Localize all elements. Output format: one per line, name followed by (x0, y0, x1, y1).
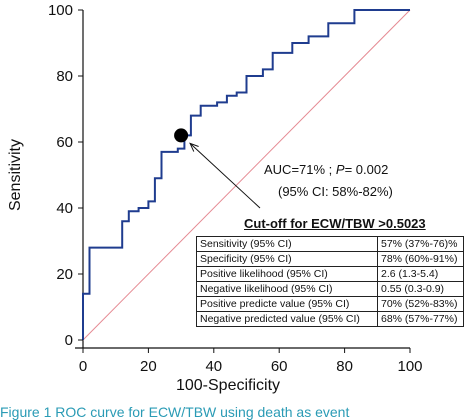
table-row: Positive likelihood (95% CI) 2.6 (1.3-5.4… (196, 266, 464, 282)
reference-diagonal-line (82, 9, 411, 341)
table-cell-label: Negative predicted value (95% CI) (196, 311, 378, 327)
axes (75, 10, 410, 349)
auc-annotation: AUC=71% ; P= 0.002 (264, 162, 388, 177)
x-tick-label: 20 (140, 358, 157, 375)
table-cell-value: 0.55 (0.3-0.9) (377, 281, 464, 297)
y-axis-title: Sensitivity (7, 139, 24, 211)
auc-prefix: AUC=71% ; (264, 162, 336, 177)
roc-curve (82, 9, 410, 340)
cutoff-arrow-head (189, 142, 199, 152)
ci-annotation: (95% CI: 58%-82%) (278, 184, 393, 199)
x-tick-label: 60 (271, 358, 288, 375)
table-cell-label: Specificity (95% CI) (196, 251, 378, 267)
cutoff-arrow-line (189, 143, 261, 209)
table-row: Negative predicted value (95% CI) 68% (57… (196, 311, 464, 327)
cutoff-point-marker (174, 128, 189, 143)
y-tick-label: 40 (56, 200, 73, 217)
p-value: = 0.002 (344, 162, 389, 177)
figure-caption: Figure 1 ROC curve for ECW/TBW using dea… (0, 404, 350, 420)
x-axis-title: 100-Specificity (176, 377, 280, 394)
series-layer (82, 9, 411, 341)
x-tick-label: 40 (205, 358, 222, 375)
y-tick-label: 100 (48, 2, 73, 19)
table-row: Positive predicte value (95% CI) 70% (52%… (196, 296, 464, 312)
x-tick-label: 80 (336, 358, 353, 375)
table-cell-value: 2.6 (1.3-5.4) (377, 266, 464, 282)
table-cell-value: 68% (57%-77%) (377, 311, 464, 327)
y-tick-label: 20 (56, 266, 73, 283)
table-row: Negative likelihood (95% CI) 0.55 (0.3-0.… (196, 281, 464, 297)
y-tick-label: 80 (56, 68, 73, 85)
x-tick-label: 0 (79, 358, 87, 375)
ticks-layer: 0 20 40 60 80 100 0 20 40 60 80 100 (48, 2, 423, 375)
table-cell-label: Positive predicte value (95% CI) (196, 296, 378, 312)
table-cell-label: Sensitivity (95% CI) (196, 236, 378, 252)
x-tick-label: 100 (397, 358, 422, 375)
table-row: Sensitivity (95% CI) 57% (37%-76)% (196, 236, 464, 252)
table-cell-label: Negative likelihood (95% CI) (196, 281, 378, 297)
table-cell-label: Positive likelihood (95% CI) (196, 266, 378, 282)
y-tick-label: 60 (56, 134, 73, 151)
table-row: Specificity (95% CI) 78% (60%-91%) (196, 251, 464, 267)
stats-table: Sensitivity (95% CI) 57% (37%-76)% Specifi… (196, 236, 464, 327)
table-cell-value: 70% (52%-83%) (377, 296, 464, 312)
table-cell-value: 57% (37%-76)% (377, 236, 464, 252)
cutoff-title: Cut-off for ECW/TBW >0.5023 (244, 216, 426, 231)
y-tick-label: 0 (65, 332, 73, 349)
table-cell-value: 78% (60%-91%) (377, 251, 464, 267)
p-label: P (335, 162, 345, 177)
